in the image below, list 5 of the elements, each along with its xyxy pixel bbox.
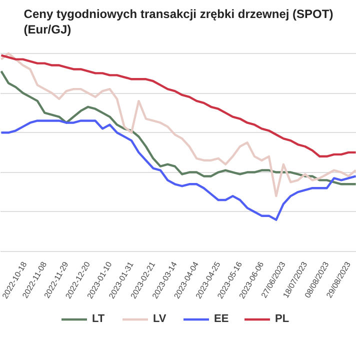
legend-label: LT [92,313,106,325]
legend-label: LV [153,313,168,325]
chart-title: Ceny tygodniowych transakcji zrębki drzewnej (SPOT) (Eur/GJ) [24,7,334,36]
legend-label: PL [275,313,290,325]
legend-label: EE [214,313,230,325]
